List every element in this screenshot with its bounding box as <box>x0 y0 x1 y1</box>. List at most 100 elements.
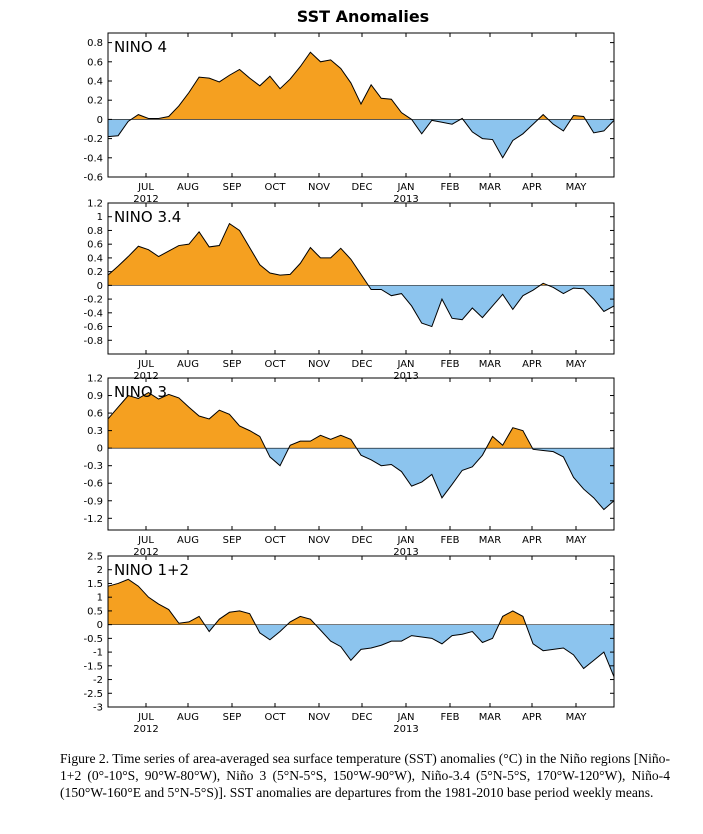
y-tick-label: -0.9 <box>83 496 103 507</box>
plot-frame <box>107 32 615 178</box>
x-month-label: OCT <box>265 535 287 546</box>
x-year-label: 2013 <box>393 371 418 382</box>
x-month-label: NOV <box>308 535 330 546</box>
region-label: NINO 3 <box>114 383 167 401</box>
y-tick-label: 1.2 <box>87 374 103 385</box>
y-tick-label: 0.5 <box>87 606 103 617</box>
x-month-label: APR <box>522 535 542 546</box>
x-month-label: SEP <box>223 535 242 546</box>
y-tick-label: -2 <box>93 675 103 686</box>
figure-title: SST Anomalies <box>297 7 429 26</box>
panels-group: 0.8 0.6 0.4 0.2 0 -0.2 -0.4 -0.6 JUL AUG SEP OCT NOV… <box>83 32 615 735</box>
x-month-label: AUG <box>177 712 199 723</box>
x-month-label: FEB <box>441 359 460 370</box>
x-month-label: APR <box>522 359 542 370</box>
y-tick-label: 0 <box>97 620 103 631</box>
region-label: NINO 1+2 <box>114 561 189 579</box>
y-tick-label: -1.5 <box>83 661 103 672</box>
y-tick-label: 0.8 <box>87 38 103 49</box>
x-year-label: 2012 <box>133 724 158 735</box>
y-tick-label: 0.6 <box>87 57 103 68</box>
y-tick-label: 0 <box>97 115 103 126</box>
x-year-label: 2013 <box>393 194 418 205</box>
x-month-label: APR <box>522 182 542 193</box>
y-tick-label: -0.2 <box>83 134 103 145</box>
positive-anomaly-area <box>108 392 614 449</box>
x-month-label: MAY <box>566 182 588 193</box>
y-tick-label: -0.8 <box>83 336 103 347</box>
anomaly-line <box>107 578 615 677</box>
y-tick-label: 0 <box>97 281 103 292</box>
x-month-label: DEC <box>351 359 372 370</box>
y-tick-label: 0.4 <box>87 253 103 264</box>
y-tick-label: 0 <box>97 444 103 455</box>
anomaly-line <box>107 392 615 511</box>
y-tick-label: -2.5 <box>83 689 103 700</box>
y-tick-label: 0.4 <box>87 77 103 88</box>
anomaly-line <box>107 222 615 328</box>
x-month-label: MAY <box>566 535 588 546</box>
x-month-label: AUG <box>177 535 199 546</box>
negative-anomaly-area <box>108 119 614 158</box>
x-month-label: APR <box>522 712 542 723</box>
x-month-label: DEC <box>351 712 372 723</box>
x-month-label: DEC <box>351 535 372 546</box>
y-tick-label: 1 <box>97 212 103 223</box>
region-label: NINO 3.4 <box>114 208 181 226</box>
y-tick-label: 1.5 <box>87 579 103 590</box>
x-month-label: FEB <box>441 712 460 723</box>
y-tick-label: -0.4 <box>83 308 103 319</box>
panel-nino-3-4: 1.2 1 0.8 0.6 0.4 0.2 0 -0.2 -0.4 -0.6 -0.8 JUL AUG S… <box>83 199 615 382</box>
x-month-label: JUL <box>137 359 154 370</box>
x-month-label: JAN <box>396 712 414 723</box>
x-month-label: JUL <box>137 712 154 723</box>
plot-frame <box>107 202 615 355</box>
x-month-label: OCT <box>265 712 287 723</box>
positive-anomaly-area <box>108 52 614 120</box>
sst-anomalies-figure: SST Anomalies 0.8 0.6 0.4 0.2 0 -0.2 -0.4 -0.6 J… <box>83 7 615 735</box>
y-tick-label: -3 <box>93 703 103 714</box>
panel-nino-1-2: 2.5 2 1.5 1 0.5 0 -0.5 -1 -1.5 -2 -2.5 -3 JUL AUG SEP O… <box>83 552 615 735</box>
positive-anomaly-area <box>108 579 526 625</box>
x-year-label: 2013 <box>393 547 418 558</box>
x-month-label: JAN <box>396 359 414 370</box>
x-month-label: MAR <box>479 535 501 546</box>
x-year-label: 2012 <box>133 371 158 382</box>
y-tick-label: -0.4 <box>83 153 103 164</box>
y-tick-label: -0.3 <box>83 461 103 472</box>
x-month-label: JAN <box>396 182 414 193</box>
y-tick-label: -0.6 <box>83 322 103 333</box>
x-month-label: MAR <box>479 359 501 370</box>
x-year-label: 2013 <box>393 724 418 735</box>
y-tick-label: 0.3 <box>87 426 103 437</box>
x-month-label: MAR <box>479 712 501 723</box>
plot-frame <box>107 377 615 531</box>
x-month-label: NOV <box>308 712 330 723</box>
anomaly-line <box>107 51 615 159</box>
y-tick-label: 2 <box>97 565 103 576</box>
y-tick-label: 1 <box>97 593 103 604</box>
x-month-label: SEP <box>223 712 242 723</box>
x-month-label: FEB <box>441 182 460 193</box>
negative-anomaly-area <box>368 285 614 327</box>
y-tick-label: 1.2 <box>87 199 103 210</box>
y-tick-label: 0.2 <box>87 267 103 278</box>
y-tick-label: 0.2 <box>87 96 103 107</box>
x-month-label: JUL <box>137 182 154 193</box>
x-month-label: MAY <box>566 712 588 723</box>
y-tick-label: -0.6 <box>83 479 103 490</box>
y-tick-label: 0.6 <box>87 240 103 251</box>
plot-frame <box>107 555 615 708</box>
y-tick-label: 0.6 <box>87 409 103 420</box>
x-month-label: NOV <box>308 182 330 193</box>
x-month-label: OCT <box>265 182 287 193</box>
y-tick-label: 0.9 <box>87 391 103 402</box>
y-tick-label: 2.5 <box>87 552 103 563</box>
x-month-label: FEB <box>441 535 460 546</box>
panel-nino-3: 1.2 0.9 0.6 0.3 0 -0.3 -0.6 -0.9 -1.2 JUL AUG SEP OC… <box>83 374 615 558</box>
positive-anomaly-area <box>108 223 614 286</box>
x-year-label: 2012 <box>133 547 158 558</box>
x-month-label: SEP <box>223 182 242 193</box>
x-month-label: NOV <box>308 359 330 370</box>
x-month-label: MAR <box>479 182 501 193</box>
